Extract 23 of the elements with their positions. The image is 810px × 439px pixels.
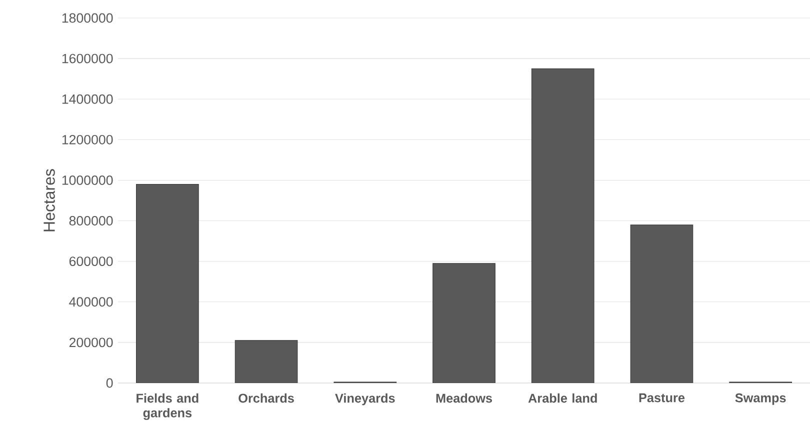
x-tick-label: Arable land	[528, 393, 597, 403]
y-tick-label: 1000000	[62, 176, 113, 185]
x-tick-label: Fields and gardens	[136, 393, 198, 420]
bar	[432, 263, 496, 383]
x-tick-label: Orchards	[238, 393, 294, 403]
y-tick-label: 800000	[69, 216, 113, 226]
y-axis-title: Hectares	[44, 169, 55, 232]
x-tick-label: Meadows	[436, 393, 492, 403]
y-tick-label: 600000	[69, 256, 113, 266]
bar	[136, 184, 199, 383]
bar	[630, 224, 694, 383]
y-tick-label: 0	[106, 378, 113, 388]
y-tick-label: 1200000	[62, 134, 113, 144]
x-tick-label: Pasture	[639, 393, 685, 402]
y-tick-label: 1600000	[62, 54, 113, 64]
x-tick-label: Swamps	[735, 393, 786, 405]
y-tick-label: 1400000	[62, 94, 113, 104]
y-tick-label: 400000	[69, 297, 113, 307]
x-tick-label: Vineyards	[335, 393, 395, 406]
bar	[234, 340, 298, 383]
y-tick-label: 200000	[69, 338, 113, 348]
bar	[531, 68, 594, 383]
y-tick-label: 1800000	[62, 13, 113, 23]
